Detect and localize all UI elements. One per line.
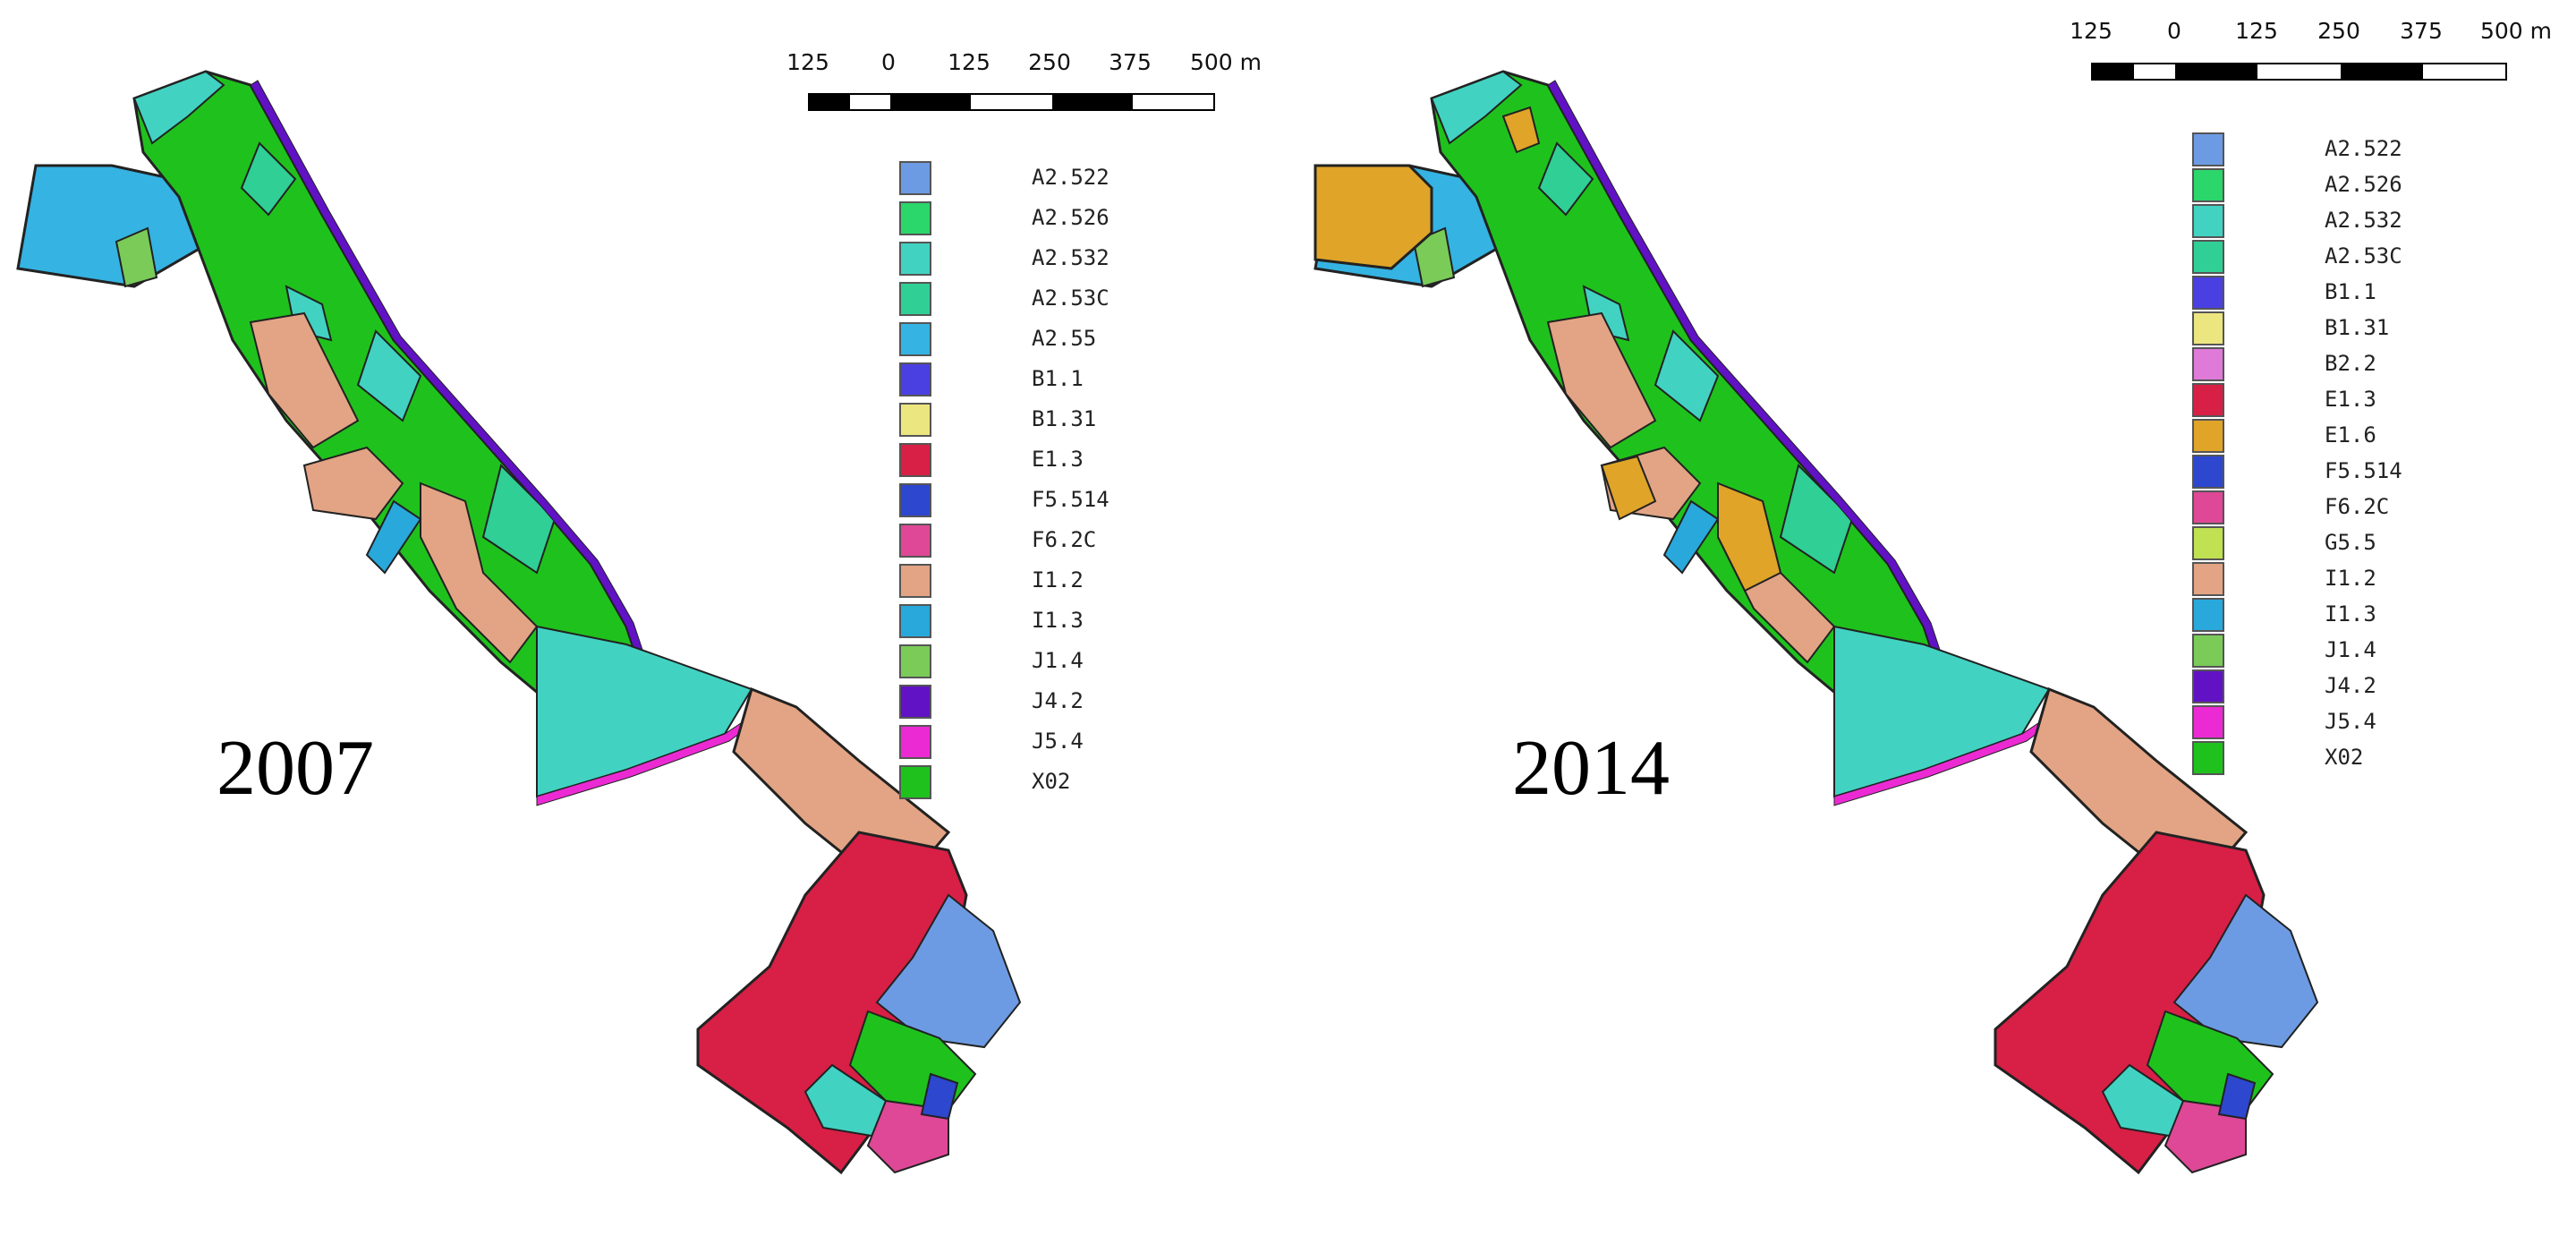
swatch [899, 362, 931, 396]
legend-label: I1.2 [1032, 567, 1084, 592]
legend-label: J5.4 [2325, 709, 2376, 734]
swatch [899, 765, 931, 799]
swatch [899, 201, 931, 235]
swatch [899, 725, 931, 759]
scale-tick-label: 375 [1109, 49, 1152, 75]
legend-label: A2.55 [1032, 326, 1097, 351]
swatch [2192, 383, 2224, 417]
swatch [899, 242, 931, 276]
scale-tick-label: 0 [881, 49, 896, 75]
legend-label: A2.522 [1032, 165, 1109, 190]
legend-label: E1.6 [2325, 422, 2376, 448]
swatch [2192, 347, 2224, 381]
legend-label: B1.1 [2325, 279, 2376, 304]
swatch [2192, 598, 2224, 632]
swatch [2192, 132, 2224, 166]
scale-tick-label: 250 [2317, 18, 2360, 44]
swatch [2192, 741, 2224, 775]
legend-label: J4.2 [1032, 688, 1084, 713]
legend-label: A2.526 [2325, 172, 2402, 197]
scale-tick-label: 125 [948, 49, 990, 75]
legend-label: A2.526 [1032, 205, 1109, 230]
swatch [899, 161, 931, 195]
legend-label: A2.522 [2325, 136, 2402, 161]
legend-label: A2.53C [1032, 286, 1109, 311]
legend-label: I1.3 [1032, 608, 1084, 633]
legend-label: I1.2 [2325, 566, 2376, 591]
legend-label: I1.3 [2325, 601, 2376, 627]
swatch [899, 604, 931, 638]
swatch [2192, 669, 2224, 703]
scale-tick-label: 125 [786, 49, 829, 75]
legend-label: F6.2C [1032, 527, 1097, 552]
scale-bar-2007 [808, 93, 1215, 111]
legend-label: F5.514 [1032, 487, 1109, 512]
map-2007 [16, 70, 1022, 1174]
legend-label: J4.2 [2325, 673, 2376, 698]
legend-label: B2.2 [2325, 351, 2376, 376]
swatch [899, 685, 931, 719]
scale-tick-label: 125 [2235, 18, 2278, 44]
swatch [2192, 562, 2224, 596]
swatch [2192, 240, 2224, 274]
swatch [899, 564, 931, 598]
legend-label: A2.532 [1032, 245, 1109, 270]
swatch [2192, 705, 2224, 739]
swatch [899, 524, 931, 558]
year-label-2007: 2007 [217, 725, 374, 812]
legend-label: J5.4 [1032, 729, 1084, 754]
legend-label: X02 [1032, 769, 1071, 794]
scale-bar-2014 [2091, 63, 2507, 81]
legend-label: B1.31 [2325, 315, 2390, 340]
swatch [2192, 168, 2224, 202]
swatch [2192, 276, 2224, 310]
legend-label: F6.2C [2325, 494, 2390, 519]
swatch [2192, 204, 2224, 238]
swatch [2192, 634, 2224, 668]
scale-tick-label: 250 [1028, 49, 1071, 75]
swatch [2192, 490, 2224, 524]
swatch [899, 483, 931, 517]
scale-tick-label: 0 [2167, 18, 2181, 44]
swatch [2192, 311, 2224, 345]
legend-label: E1.3 [2325, 387, 2376, 412]
scale-tick-label: 125 [2070, 18, 2113, 44]
legend-label: A2.53C [2325, 243, 2402, 269]
swatch [899, 403, 931, 437]
map-2014 [1314, 70, 2319, 1174]
legend-label: E1.3 [1032, 447, 1084, 472]
swatch [899, 644, 931, 678]
scale-tick-label: 500 m [2479, 18, 2553, 44]
legend-label: B1.31 [1032, 406, 1097, 431]
legend-label: G5.5 [2325, 530, 2376, 555]
swatch [899, 443, 931, 477]
scale-tick-label: 500 m [1189, 49, 1262, 75]
swatch [2192, 455, 2224, 489]
legend-label: A2.532 [2325, 208, 2402, 233]
legend-label: J1.4 [1032, 648, 1084, 673]
swatch [899, 322, 931, 356]
swatch [2192, 419, 2224, 453]
legend-label: B1.1 [1032, 366, 1084, 391]
swatch [2192, 526, 2224, 560]
year-label-2014: 2014 [1512, 725, 1670, 812]
swatch [899, 282, 931, 316]
legend-label: F5.514 [2325, 458, 2402, 483]
scale-tick-label: 375 [2400, 18, 2443, 44]
legend-label: X02 [2325, 745, 2364, 770]
legend-label: J1.4 [2325, 637, 2376, 662]
